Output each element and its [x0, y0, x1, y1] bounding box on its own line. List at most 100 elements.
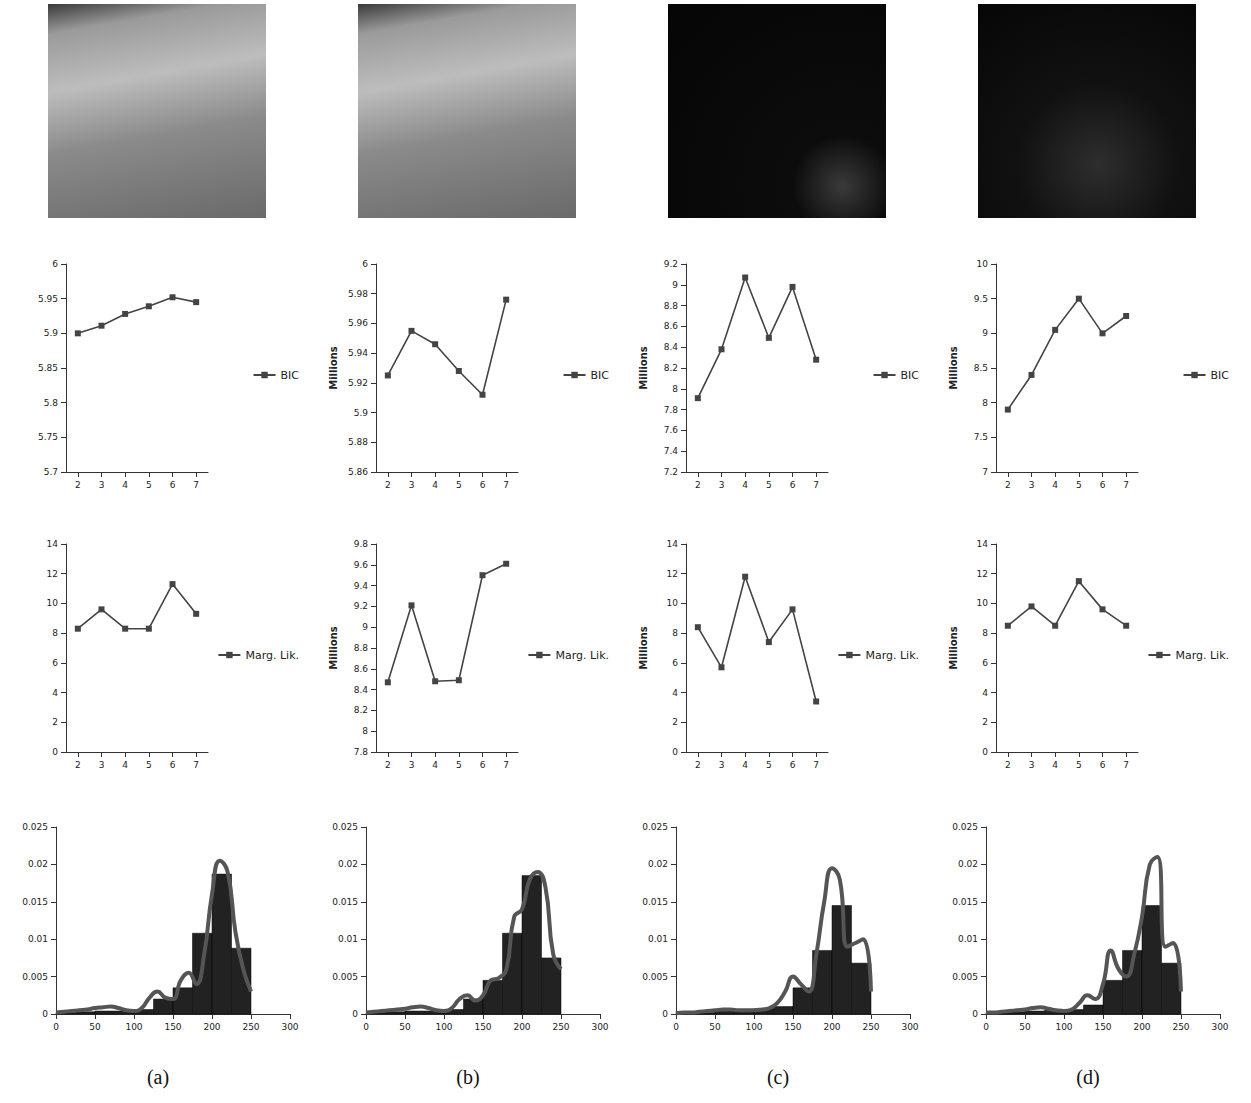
svg-text:50: 50: [89, 1022, 101, 1032]
svg-text:4: 4: [672, 688, 678, 698]
svg-text:9.8: 9.8: [354, 539, 369, 549]
svg-text:9.4: 9.4: [354, 581, 369, 591]
svg-text:9.2: 9.2: [664, 259, 678, 269]
svg-text:5.9: 5.9: [44, 328, 59, 338]
svg-text:3: 3: [99, 480, 105, 490]
svg-text:8.5: 8.5: [974, 363, 988, 373]
svg-text:3: 3: [409, 760, 415, 770]
svg-text:5.7: 5.7: [44, 467, 58, 477]
svg-text:7.2: 7.2: [664, 467, 678, 477]
svg-text:10: 10: [977, 259, 989, 269]
svg-text:9.6: 9.6: [354, 560, 369, 570]
svg-text:4: 4: [742, 760, 748, 770]
svg-text:0.02: 0.02: [338, 859, 358, 869]
svg-text:300: 300: [591, 1022, 608, 1032]
svg-text:5: 5: [766, 480, 772, 490]
svg-text:Marg. Lik.: Marg. Lik.: [555, 649, 609, 662]
svg-text:0: 0: [982, 747, 988, 757]
svg-text:0.02: 0.02: [648, 859, 668, 869]
svg-text:5: 5: [766, 760, 772, 770]
svg-text:BIC: BIC: [591, 369, 610, 382]
svg-text:8: 8: [982, 628, 988, 638]
svg-text:3: 3: [719, 480, 725, 490]
svg-text:6: 6: [790, 480, 796, 490]
svg-text:2: 2: [385, 480, 391, 490]
svg-text:0.01: 0.01: [958, 934, 978, 944]
svg-text:12: 12: [977, 569, 988, 579]
svg-text:6: 6: [672, 658, 678, 668]
svg-text:4: 4: [52, 688, 58, 698]
svg-text:Millions: Millions: [638, 346, 649, 390]
svg-text:Marg. Lik.: Marg. Lik.: [245, 649, 299, 662]
svg-text:2: 2: [1005, 760, 1011, 770]
svg-text:BIC: BIC: [901, 369, 920, 382]
svg-text:2: 2: [982, 717, 988, 727]
svg-text:100: 100: [1055, 1022, 1072, 1032]
svg-text:8: 8: [362, 726, 368, 736]
svg-text:14: 14: [667, 539, 679, 549]
svg-text:10: 10: [47, 598, 59, 608]
svg-text:8: 8: [52, 628, 58, 638]
svg-text:5.88: 5.88: [348, 437, 368, 447]
svg-text:150: 150: [474, 1022, 491, 1032]
svg-text:4: 4: [122, 480, 128, 490]
svg-text:4: 4: [122, 760, 128, 770]
svg-text:7: 7: [1123, 480, 1129, 490]
svg-text:8.2: 8.2: [664, 363, 678, 373]
svg-text:0.005: 0.005: [952, 972, 978, 982]
svg-text:2: 2: [75, 760, 81, 770]
svg-text:6: 6: [52, 259, 58, 269]
svg-text:14: 14: [977, 539, 989, 549]
svg-text:0.01: 0.01: [28, 934, 48, 944]
svg-text:0.005: 0.005: [22, 972, 48, 982]
svg-text:4: 4: [1052, 760, 1058, 770]
svg-text:4: 4: [1052, 480, 1058, 490]
svg-text:7.4: 7.4: [664, 446, 679, 456]
svg-text:6: 6: [480, 760, 486, 770]
svg-text:6: 6: [480, 480, 486, 490]
svg-text:0.01: 0.01: [338, 934, 358, 944]
svg-text:0.01: 0.01: [648, 934, 668, 944]
svg-text:150: 150: [1094, 1022, 1111, 1032]
svg-text:7: 7: [1123, 760, 1129, 770]
svg-text:0: 0: [52, 747, 58, 757]
svg-text:5.95: 5.95: [38, 294, 58, 304]
svg-text:250: 250: [862, 1022, 879, 1032]
svg-text:5.92: 5.92: [348, 378, 368, 388]
svg-text:6: 6: [1100, 760, 1106, 770]
svg-text:10: 10: [977, 598, 989, 608]
svg-text:8: 8: [982, 398, 988, 408]
svg-text:5: 5: [456, 760, 462, 770]
svg-text:3: 3: [1029, 480, 1035, 490]
svg-text:50: 50: [1019, 1022, 1031, 1032]
svg-text:200: 200: [1133, 1022, 1150, 1032]
svg-text:5.8: 5.8: [44, 398, 59, 408]
svg-text:0: 0: [352, 1009, 358, 1019]
svg-text:5.85: 5.85: [38, 363, 58, 373]
svg-text:5.86: 5.86: [348, 467, 368, 477]
svg-text:0.025: 0.025: [22, 822, 48, 832]
svg-text:0: 0: [42, 1009, 48, 1019]
svg-text:7.8: 7.8: [354, 747, 369, 757]
svg-text:5.75: 5.75: [38, 432, 58, 442]
svg-text:0.015: 0.015: [952, 897, 978, 907]
svg-text:5: 5: [1076, 760, 1082, 770]
svg-text:6: 6: [790, 760, 796, 770]
svg-text:7: 7: [503, 760, 509, 770]
svg-text:5: 5: [146, 760, 152, 770]
svg-text:0.025: 0.025: [952, 822, 978, 832]
svg-text:8.4: 8.4: [354, 685, 369, 695]
svg-text:4: 4: [432, 480, 438, 490]
svg-text:0: 0: [53, 1022, 59, 1032]
svg-text:0.005: 0.005: [642, 972, 668, 982]
svg-text:0.015: 0.015: [642, 897, 668, 907]
svg-text:0.02: 0.02: [958, 859, 978, 869]
svg-text:9: 9: [672, 280, 678, 290]
svg-text:200: 200: [513, 1022, 530, 1032]
svg-text:3: 3: [719, 760, 725, 770]
svg-text:3: 3: [1029, 760, 1035, 770]
svg-text:50: 50: [399, 1022, 411, 1032]
svg-text:7: 7: [193, 760, 199, 770]
svg-text:7: 7: [982, 467, 988, 477]
svg-text:7.6: 7.6: [664, 425, 679, 435]
